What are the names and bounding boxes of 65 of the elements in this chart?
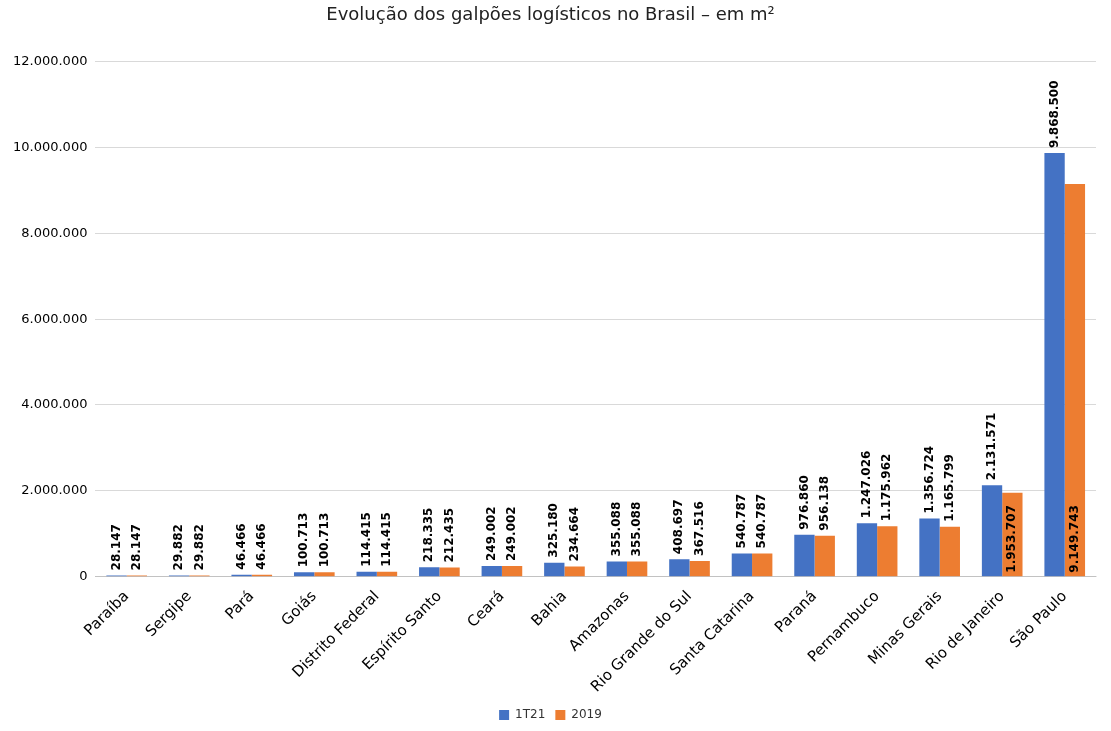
bar: [419, 567, 440, 577]
data-label: 29.882: [171, 524, 186, 571]
y-tick-label: 4.000.000: [21, 396, 88, 412]
bar: [293, 572, 315, 577]
data-label: 218.335: [421, 507, 436, 563]
bar: [669, 559, 690, 577]
data-label: 29.882: [191, 524, 206, 571]
chart-title: Evolução dos galpões logísticos no Brasil – em m²: [326, 3, 775, 25]
data-label: 100.713: [316, 512, 331, 568]
data-label: 46.466: [254, 523, 269, 570]
bar: [752, 553, 773, 577]
data-label: 249.002: [483, 506, 498, 561]
data-label: 114.415: [379, 512, 394, 567]
data-label: 28.147: [108, 524, 123, 571]
data-label: 540.787: [754, 493, 769, 549]
data-label: 100.713: [296, 512, 311, 568]
data-label: 355.088: [608, 501, 623, 557]
data-label: 9.868.500: [1046, 80, 1061, 149]
data-label: 367.516: [691, 501, 706, 556]
data-label: 212.435: [441, 507, 456, 563]
data-label: 540.787: [734, 493, 749, 549]
y-tick-label: 0: [79, 568, 88, 584]
bar: [794, 534, 815, 577]
bar: [939, 526, 960, 577]
bar: [626, 561, 648, 577]
bar: [314, 572, 335, 577]
data-label: 234.664: [566, 506, 581, 562]
bar: [981, 485, 1003, 577]
bar: [1064, 183, 1086, 577]
data-label: 976.860: [796, 475, 811, 530]
y-tick-label: 6.000.000: [21, 310, 88, 326]
data-label: 2.131.571: [984, 412, 999, 481]
y-tick-label: 2.000.000: [21, 482, 88, 498]
bar: [1044, 153, 1065, 577]
data-label: 114.415: [358, 512, 373, 567]
y-tick-label: 8.000.000: [21, 224, 88, 240]
y-tick-label: 12.000.000: [13, 52, 88, 68]
bar: [481, 565, 502, 577]
bar: [919, 518, 940, 577]
data-label: 325.180: [546, 503, 561, 558]
bar: [544, 562, 565, 577]
data-label: 28.147: [128, 524, 143, 571]
data-label: 1.356.724: [921, 445, 936, 514]
data-label: 9.149.743: [1067, 505, 1082, 573]
data-label: 355.088: [629, 501, 644, 557]
bar: [564, 566, 585, 577]
data-label: 1.165.799: [941, 454, 956, 522]
bar: [877, 526, 898, 577]
bar: [856, 523, 878, 577]
bar: [689, 560, 710, 577]
data-label: 46.466: [233, 523, 248, 570]
bar: [814, 535, 835, 577]
legend-label: 1T21: [515, 707, 546, 722]
data-label: 1.247.026: [859, 450, 874, 519]
bar: [439, 567, 460, 577]
data-label: 1.953.707: [1004, 505, 1019, 573]
bar: [501, 565, 523, 577]
data-label: 249.002: [504, 506, 519, 561]
y-tick-label: 10.000.000: [13, 138, 88, 154]
data-label: 1.175.962: [879, 453, 894, 522]
bar: [606, 561, 627, 577]
data-label: 956.138: [816, 475, 831, 531]
data-label: 408.697: [671, 499, 686, 555]
bar: [731, 553, 753, 577]
legend-label: 2019: [571, 707, 602, 722]
